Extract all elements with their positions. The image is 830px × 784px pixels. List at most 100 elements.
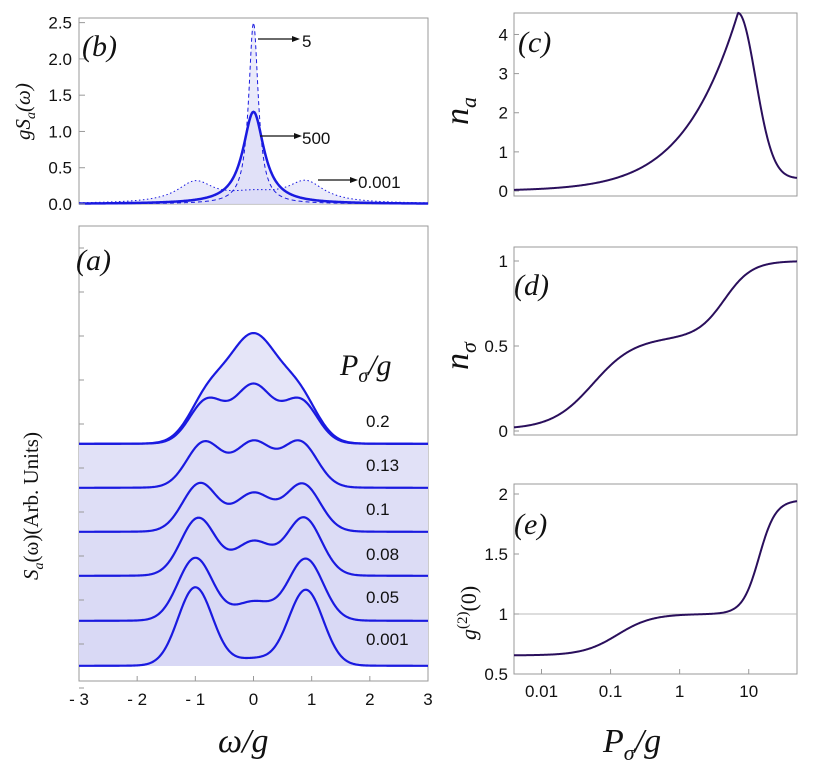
panel-d-ytick-label: 0.5 bbox=[484, 337, 508, 356]
panel-a-xtick-label: 3 bbox=[423, 690, 432, 709]
legend-value-0.13: 0.13 bbox=[366, 456, 399, 475]
panel-e-label: (e) bbox=[514, 508, 547, 541]
panel-e-xtick-label: 1 bbox=[675, 682, 684, 701]
panel-e-curve bbox=[513, 500, 798, 657]
panel-e-xticks: 0.01 0.1 1 10 bbox=[525, 669, 758, 701]
panel-c-ytick-label: 2 bbox=[499, 104, 508, 123]
panel-a-series-0.1 bbox=[79, 481, 428, 533]
panel-a-series-0.001 bbox=[79, 586, 428, 667]
panel-b-series-500 bbox=[78, 110, 429, 205]
panel-a-ylabel: Sa(ω)(Arb. Units) bbox=[19, 432, 47, 580]
panel-a-xlabel: ω/g bbox=[218, 723, 268, 760]
legend-value-0.001: 0.001 bbox=[366, 630, 409, 649]
panel-c-yticks: 0 1 2 3 4 bbox=[499, 25, 519, 201]
panel-d-ytick-label: 0 bbox=[499, 422, 508, 441]
panel-e-xtick-label: 0.1 bbox=[599, 682, 623, 701]
panel-a-fill-top bbox=[79, 333, 428, 666]
panel-d-label: (d) bbox=[514, 269, 549, 302]
panel-c-series bbox=[513, 11, 798, 191]
panel-a-series-top bbox=[79, 331, 428, 445]
panel-a-xtick-label: - 1 bbox=[185, 690, 205, 709]
panel-a-series-0.05 bbox=[79, 556, 428, 622]
panel-e-ytick-label: 1.5 bbox=[484, 545, 508, 564]
panel-b-fill-5 bbox=[79, 22, 428, 204]
legend-title: Pσ/g bbox=[339, 349, 392, 387]
svg-text:nσ: nσ bbox=[439, 341, 481, 370]
annotation-arrowhead bbox=[292, 36, 300, 42]
svg-text:gSa(ω): gSa(ω) bbox=[11, 83, 39, 140]
panel-d-frame bbox=[513, 246, 798, 436]
panel-a-fill-0.05 bbox=[79, 557, 428, 666]
panel-b-ytick-label: 0.5 bbox=[48, 159, 72, 178]
panel-c-chart: 0 1 2 3 4 (c) na bbox=[439, 11, 798, 201]
panel-e-xtick-label: 0.01 bbox=[525, 682, 558, 701]
panel-a-chart: - 3 - 2 - 1 0 1 2 3 0.001 0.05 0.08 0.1 0.13 0.2 (a… bbox=[19, 225, 433, 760]
panel-e-series bbox=[513, 500, 798, 657]
panel-b-ytick-label: 2.0 bbox=[48, 50, 72, 69]
panel-b-series-0.001 bbox=[78, 179, 429, 204]
panel-a-label: (a) bbox=[76, 244, 111, 277]
panel-c-frame bbox=[513, 12, 798, 197]
panel-a-series-0.13 bbox=[79, 439, 428, 489]
panel-c-ylabel: na bbox=[439, 97, 481, 125]
panel-a-fill-0.1 bbox=[79, 482, 428, 666]
annotation-arrowhead bbox=[350, 177, 358, 183]
panel-b-annotations: 5 500 0.001 bbox=[258, 32, 401, 192]
panel-b-fills bbox=[79, 22, 428, 204]
svg-text:g(2)(0): g(2)(0) bbox=[455, 586, 481, 640]
panel-e-chart: 0.5 1 1.5 2 0.01 0.1 1 10 (e) g(2)(0) Pσ/g bbox=[455, 483, 798, 765]
panel-c-label: (c) bbox=[518, 26, 551, 59]
panel-a-fill-0.2 bbox=[79, 383, 428, 666]
panel-a-left-ticks bbox=[79, 247, 84, 689]
panel-a-series-0.08 bbox=[79, 516, 428, 577]
panel-c-curve bbox=[513, 11, 798, 191]
panel-d-ylabel: nσ bbox=[439, 341, 481, 370]
legend-value-0.08: 0.08 bbox=[366, 545, 399, 564]
panel-c-ytick-label: 4 bbox=[499, 25, 508, 44]
panel-d-ytick-label: 1 bbox=[499, 252, 508, 271]
annotation-arrowhead bbox=[294, 133, 302, 139]
panel-a-xtick-label: - 2 bbox=[127, 690, 147, 709]
panel-a-xticks: - 3 - 2 - 1 0 1 2 3 bbox=[69, 676, 433, 709]
panel-a-fill-0.08 bbox=[79, 517, 428, 666]
legend-value-0.05: 0.05 bbox=[366, 588, 399, 607]
panel-c-ytick-label: 1 bbox=[499, 143, 508, 162]
panel-a-fill-0.13 bbox=[79, 440, 428, 666]
panel-b-ytick-label: 1.5 bbox=[48, 86, 72, 105]
annotation-label: 5 bbox=[302, 32, 311, 51]
panel-b-ytick-label: 2.5 bbox=[48, 14, 72, 33]
svg-text:Sa(ω)(Arb. Units): Sa(ω)(Arb. Units) bbox=[19, 432, 47, 580]
svg-text:na: na bbox=[439, 97, 481, 125]
panel-e-ytick-label: 0.5 bbox=[484, 665, 508, 684]
panel-d-yticks: 00.51 bbox=[484, 252, 519, 441]
panel-a-curves bbox=[79, 331, 428, 667]
panel-a-fill-top bbox=[79, 333, 428, 666]
panel-d-series bbox=[513, 260, 798, 429]
panel-e-ytick-label: 2 bbox=[499, 485, 508, 504]
panel-b-ytick-label: 1.0 bbox=[48, 122, 72, 141]
panel-b-chart: 0.0 0.5 1.0 1.5 2.0 2.5 5 500 0.001 (b) gSa(ω) bbox=[11, 14, 429, 214]
legend-value-0.1: 0.1 bbox=[366, 500, 390, 519]
panel-e-yticks: 0.5 1 1.5 2 bbox=[484, 485, 519, 684]
panel-a-xtick-label: - 3 bbox=[69, 690, 89, 709]
panel-c-ytick-label: 3 bbox=[499, 65, 508, 84]
panel-b-ylabel: gSa(ω) bbox=[11, 83, 39, 140]
panel-a-xtick-label: 1 bbox=[307, 690, 316, 709]
panel-e-ytick-label: 1 bbox=[499, 605, 508, 624]
panel-a-legend-values: 0.001 0.05 0.08 0.1 0.13 0.2 bbox=[366, 412, 409, 649]
panel-a-xtick-label: 0 bbox=[249, 690, 258, 709]
legend-value-0.2: 0.2 bbox=[366, 412, 390, 431]
panel-b-label: (b) bbox=[82, 30, 117, 63]
panel-a-fills bbox=[79, 333, 428, 666]
panel-e-xlabel: Pσ/g bbox=[602, 723, 661, 765]
annotation-label: 0.001 bbox=[358, 173, 401, 192]
panel-d-chart: 00.51 (d) nσ bbox=[439, 246, 798, 441]
panel-b-yticks: 0.0 0.5 1.0 1.5 2.0 2.5 bbox=[48, 14, 85, 214]
panel-b-ytick-label: 0.0 bbox=[48, 195, 72, 214]
panel-b-curves bbox=[78, 22, 429, 205]
panel-e-frame bbox=[513, 483, 798, 675]
panel-c-ytick-label: 0 bbox=[499, 182, 508, 201]
annotation-label: 500 bbox=[302, 129, 330, 148]
panel-e-xtick-label: 10 bbox=[739, 682, 758, 701]
